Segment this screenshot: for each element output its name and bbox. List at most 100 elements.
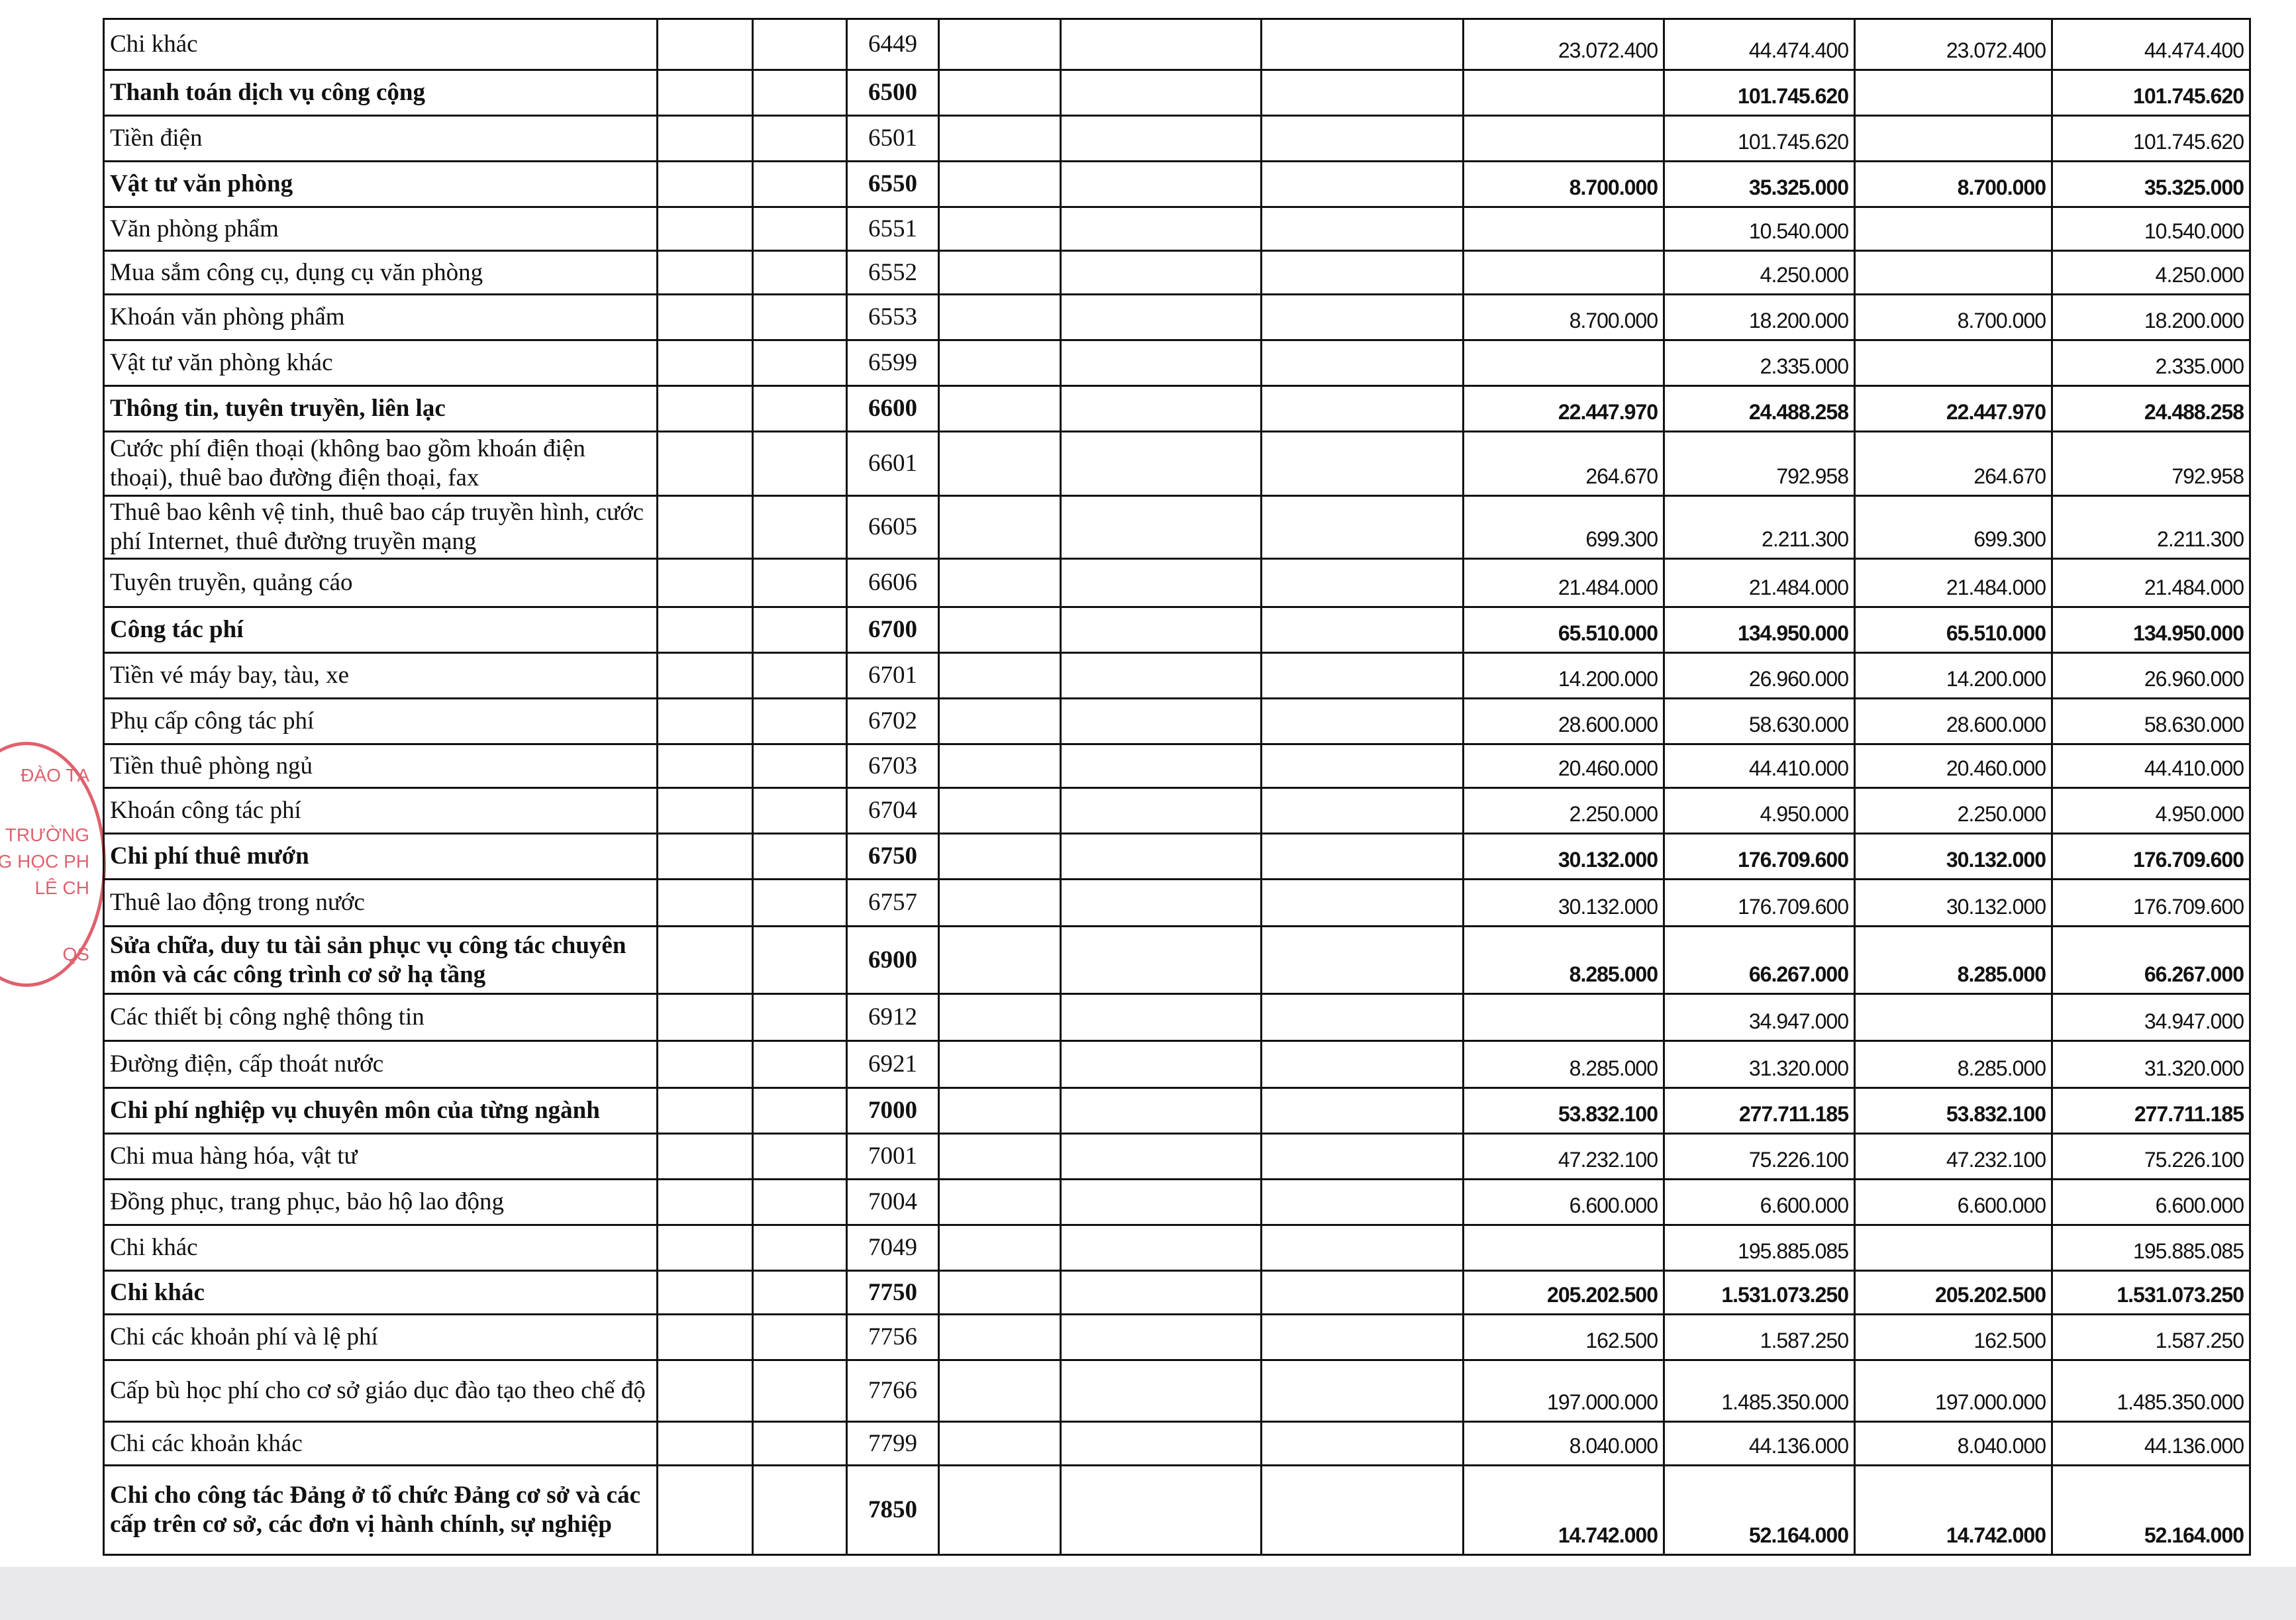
empty-cell bbox=[752, 1313, 848, 1361]
empty-cell bbox=[938, 293, 1062, 341]
amount: 35.325.000 bbox=[1663, 160, 1856, 208]
stamp-text: TRƯỜNG bbox=[5, 825, 89, 845]
amount: 65.510.000 bbox=[1854, 606, 2053, 654]
amount: 101.745.620 bbox=[2051, 69, 2251, 117]
row-label: Cấp bù học phí cho cơ sở giáo dục đào tạ… bbox=[103, 1359, 658, 1423]
empty-cell bbox=[656, 69, 754, 117]
row-label: Văn phòng phẩm bbox=[103, 206, 658, 252]
empty-cell bbox=[1060, 250, 1262, 295]
amount: 52.164.000 bbox=[1663, 1464, 1856, 1556]
empty-cell bbox=[656, 558, 754, 608]
row-code: 7001 bbox=[846, 1133, 940, 1180]
amount: 26.960.000 bbox=[2051, 652, 2251, 699]
empty-cell bbox=[1462, 250, 1665, 295]
empty-cell bbox=[1060, 1464, 1262, 1556]
row-label: Chi cho công tác Đảng ở tổ chức Đảng cơ … bbox=[103, 1464, 658, 1556]
empty-cell bbox=[752, 115, 848, 162]
amount: 75.226.100 bbox=[2051, 1133, 2251, 1180]
empty-cell bbox=[1854, 115, 2053, 162]
amount: 8.700.000 bbox=[1462, 160, 1665, 208]
row-code: 6700 bbox=[846, 606, 940, 654]
stamp: ĐÀO TẠ TRƯỜNG RUNG HỌC PH LÊ CH QS bbox=[0, 742, 106, 987]
amount: 23.072.400 bbox=[1462, 18, 1665, 71]
empty-cell bbox=[938, 250, 1062, 295]
empty-cell bbox=[938, 1421, 1062, 1466]
empty-cell bbox=[1060, 69, 1262, 117]
budget-table: Chi khác 6449 23.072.400 44.474.400 23.072.4… bbox=[103, 18, 2251, 1556]
empty-cell bbox=[752, 293, 848, 341]
amount: 44.136.000 bbox=[2051, 1421, 2251, 1466]
empty-cell bbox=[938, 115, 1062, 162]
amount: 134.950.000 bbox=[2051, 606, 2251, 654]
amount: 30.132.000 bbox=[1462, 833, 1665, 880]
empty-cell bbox=[1260, 430, 1464, 497]
empty-cell bbox=[1060, 558, 1262, 608]
empty-cell bbox=[1260, 925, 1464, 995]
empty-cell bbox=[1260, 1224, 1464, 1272]
table-row: Chi cho công tác Đảng ở tổ chức Đảng cơ … bbox=[103, 1464, 2251, 1556]
empty-cell bbox=[1260, 558, 1464, 608]
table-row: Vật tư văn phòng khác 6599 2.335.000 2.335.… bbox=[103, 339, 2251, 387]
empty-cell bbox=[656, 430, 754, 497]
empty-cell bbox=[752, 1270, 848, 1315]
amount: 28.600.000 bbox=[1854, 697, 2053, 745]
row-label: Vật tư văn phòng bbox=[103, 160, 658, 208]
empty-cell bbox=[1060, 1087, 1262, 1135]
amount: 18.200.000 bbox=[2051, 293, 2251, 341]
empty-cell bbox=[1060, 293, 1262, 341]
empty-cell bbox=[1060, 18, 1262, 71]
amount: 8.700.000 bbox=[1854, 293, 2053, 341]
table-row: Khoán văn phòng phẩm 6553 8.700.000 18.200.… bbox=[103, 293, 2251, 341]
amount: 6.600.000 bbox=[1854, 1178, 2053, 1226]
table-row: Cấp bù học phí cho cơ sở giáo dục đào tạ… bbox=[103, 1359, 2251, 1423]
row-code: 7049 bbox=[846, 1224, 940, 1272]
row-code: 7766 bbox=[846, 1359, 940, 1423]
empty-cell bbox=[752, 743, 848, 789]
row-label: Khoán công tác phí bbox=[103, 787, 658, 835]
empty-cell bbox=[938, 1178, 1062, 1226]
amount: 44.136.000 bbox=[1663, 1421, 1856, 1466]
empty-cell bbox=[752, 160, 848, 208]
empty-cell bbox=[752, 1040, 848, 1089]
row-label: Thanh toán dịch vụ công cộng bbox=[103, 69, 658, 117]
empty-cell bbox=[752, 18, 848, 71]
amount: 18.200.000 bbox=[1663, 293, 1856, 341]
amount: 1.531.073.250 bbox=[1663, 1270, 1856, 1315]
amount: 21.484.000 bbox=[2051, 558, 2251, 608]
table-row: Chi phí thuê mướn 6750 30.132.000 176.709.6… bbox=[103, 833, 2251, 880]
empty-cell bbox=[938, 1464, 1062, 1556]
empty-cell bbox=[656, 878, 754, 927]
row-code: 6900 bbox=[846, 925, 940, 995]
empty-cell bbox=[1854, 250, 2053, 295]
empty-cell bbox=[1260, 293, 1464, 341]
empty-cell bbox=[1260, 1464, 1464, 1556]
empty-cell bbox=[1060, 1421, 1262, 1466]
empty-cell bbox=[752, 697, 848, 745]
row-code: 6449 bbox=[846, 18, 940, 71]
empty-cell bbox=[752, 69, 848, 117]
amount: 75.226.100 bbox=[1663, 1133, 1856, 1180]
row-code: 7850 bbox=[846, 1464, 940, 1556]
amount: 205.202.500 bbox=[1462, 1270, 1665, 1315]
amount: 1.531.073.250 bbox=[2051, 1270, 2251, 1315]
amount: 6.600.000 bbox=[1462, 1178, 1665, 1226]
amount: 47.232.100 bbox=[1462, 1133, 1665, 1180]
amount: 1.587.250 bbox=[2051, 1313, 2251, 1361]
empty-cell bbox=[938, 1359, 1062, 1423]
amount: 2.211.300 bbox=[1663, 495, 1856, 560]
amount: 52.164.000 bbox=[2051, 1464, 2251, 1556]
table-row: Văn phòng phẩm 6551 10.540.000 10.540.000 bbox=[103, 206, 2251, 252]
empty-cell bbox=[1060, 697, 1262, 745]
empty-cell bbox=[656, 1133, 754, 1180]
amount: 8.040.000 bbox=[1854, 1421, 2053, 1466]
empty-cell bbox=[1060, 430, 1262, 497]
empty-cell bbox=[1260, 385, 1464, 432]
empty-cell bbox=[938, 1270, 1062, 1315]
amount: 101.745.620 bbox=[2051, 115, 2251, 162]
empty-cell bbox=[938, 18, 1062, 71]
empty-cell bbox=[752, 1133, 848, 1180]
empty-cell bbox=[752, 878, 848, 927]
amount: 205.202.500 bbox=[1854, 1270, 2053, 1315]
row-code: 6605 bbox=[846, 495, 940, 560]
empty-cell bbox=[752, 385, 848, 432]
